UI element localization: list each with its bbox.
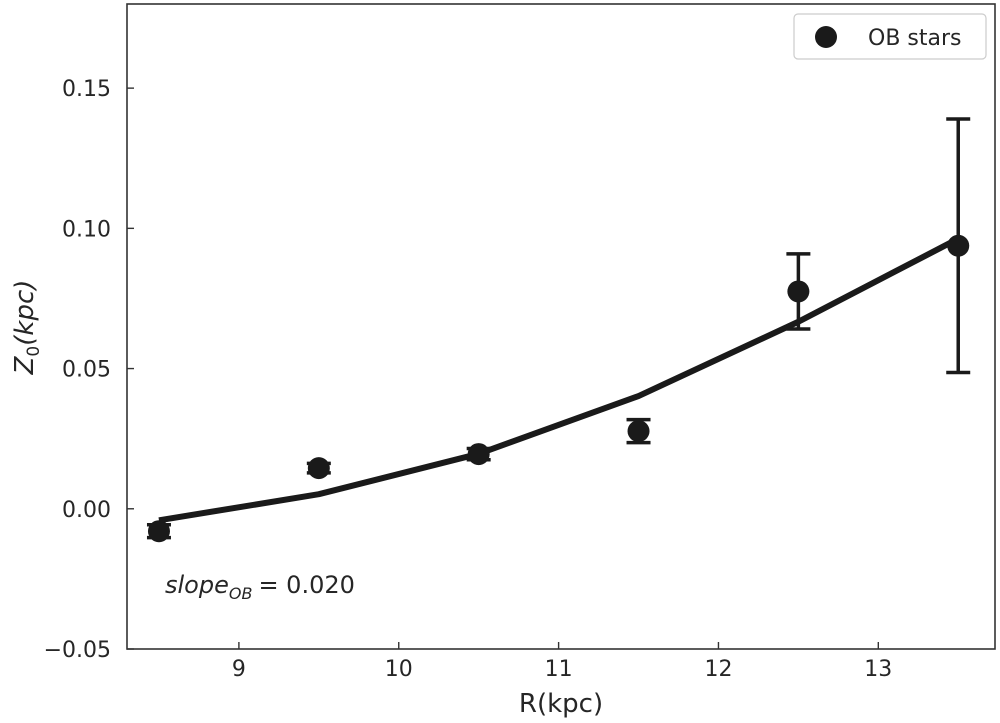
- data-point: [787, 280, 810, 303]
- y-axis-label-unit: (kpc): [10, 280, 40, 346]
- data-point: [947, 234, 970, 257]
- data-points: [147, 234, 970, 543]
- plot-frame: [126, 3, 996, 650]
- data-point: [307, 457, 330, 480]
- legend-label: OB stars: [868, 26, 961, 51]
- y-axis-label-sub: 0: [24, 346, 44, 357]
- x-axis-ticks: 9 10 11 12 13: [232, 642, 892, 682]
- x-tick-label: 11: [545, 657, 573, 682]
- data-point: [147, 520, 170, 543]
- x-tick-label: 13: [864, 657, 892, 682]
- y-axis-ticks: −0.05 0.00 0.05 0.10 0.15: [44, 77, 134, 663]
- x-tick-label: 10: [385, 657, 413, 682]
- y-tick-label: 0.15: [62, 77, 111, 102]
- y-tick-label: 0.00: [62, 498, 111, 523]
- y-tick-label: −0.05: [44, 638, 111, 663]
- slope-annotation: slopeOB = 0.020: [165, 571, 355, 603]
- slope-annotation-sub: OB: [229, 584, 253, 603]
- fit-line: [158, 236, 960, 524]
- legend-marker: [815, 26, 837, 48]
- data-point: [627, 420, 650, 443]
- x-axis-label: R(kpc): [519, 689, 603, 719]
- data-point: [467, 443, 490, 466]
- x-tick-label: 12: [704, 657, 732, 682]
- y-axis-label: Z0(kpc): [10, 280, 44, 376]
- legend-box: [793, 13, 987, 60]
- slope-annotation-base: slope: [165, 571, 229, 599]
- y-tick-label: 0.05: [62, 358, 111, 383]
- x-tick-label: 9: [232, 657, 246, 682]
- legend: OB stars: [793, 13, 987, 60]
- y-tick-label: 0.10: [62, 217, 111, 242]
- y-axis-label-main: Z: [10, 355, 40, 375]
- slope-annotation-value: = 0.020: [258, 571, 354, 599]
